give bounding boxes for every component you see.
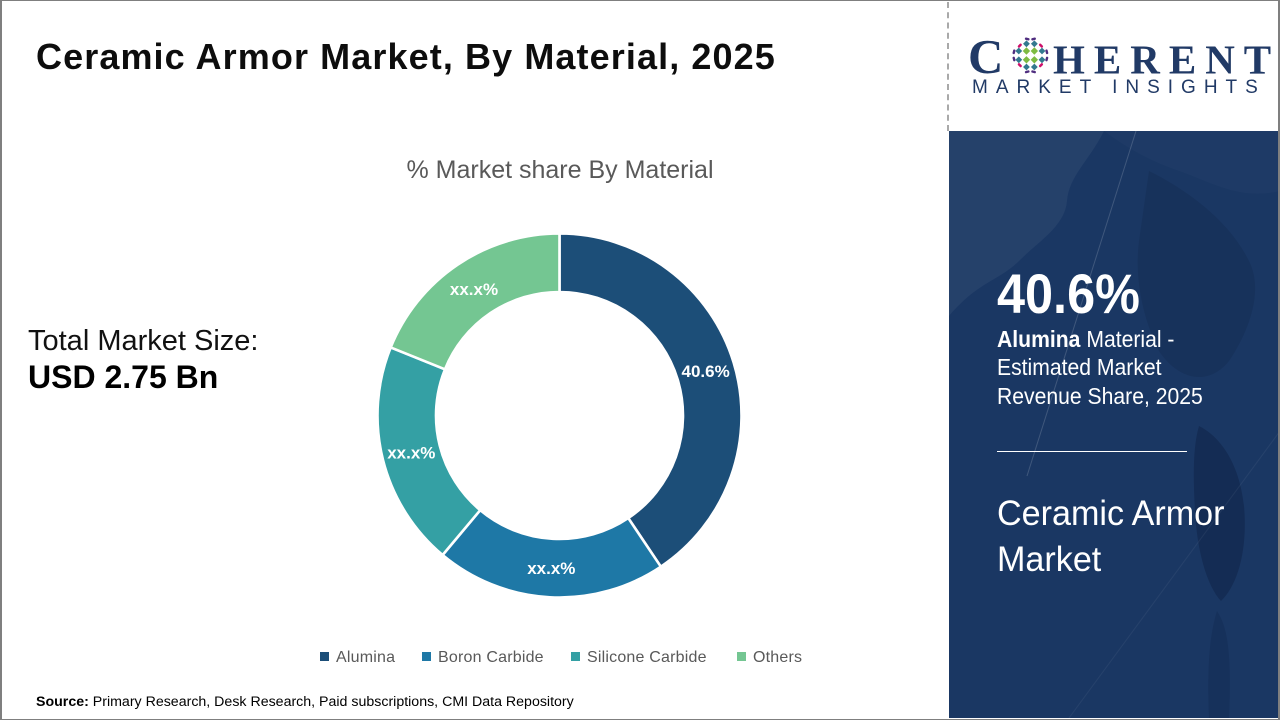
svg-text:xx.x%: xx.x%: [527, 559, 575, 578]
svg-text:C: C: [968, 29, 1003, 84]
svg-text:40.6%: 40.6%: [681, 362, 729, 381]
svg-text:xx.x%: xx.x%: [387, 444, 435, 463]
svg-text:HERENT: HERENT: [1053, 36, 1278, 82]
svg-text:MARKET INSIGHTS: MARKET INSIGHTS: [972, 77, 1266, 98]
svg-text:xx.x%: xx.x%: [450, 280, 498, 299]
